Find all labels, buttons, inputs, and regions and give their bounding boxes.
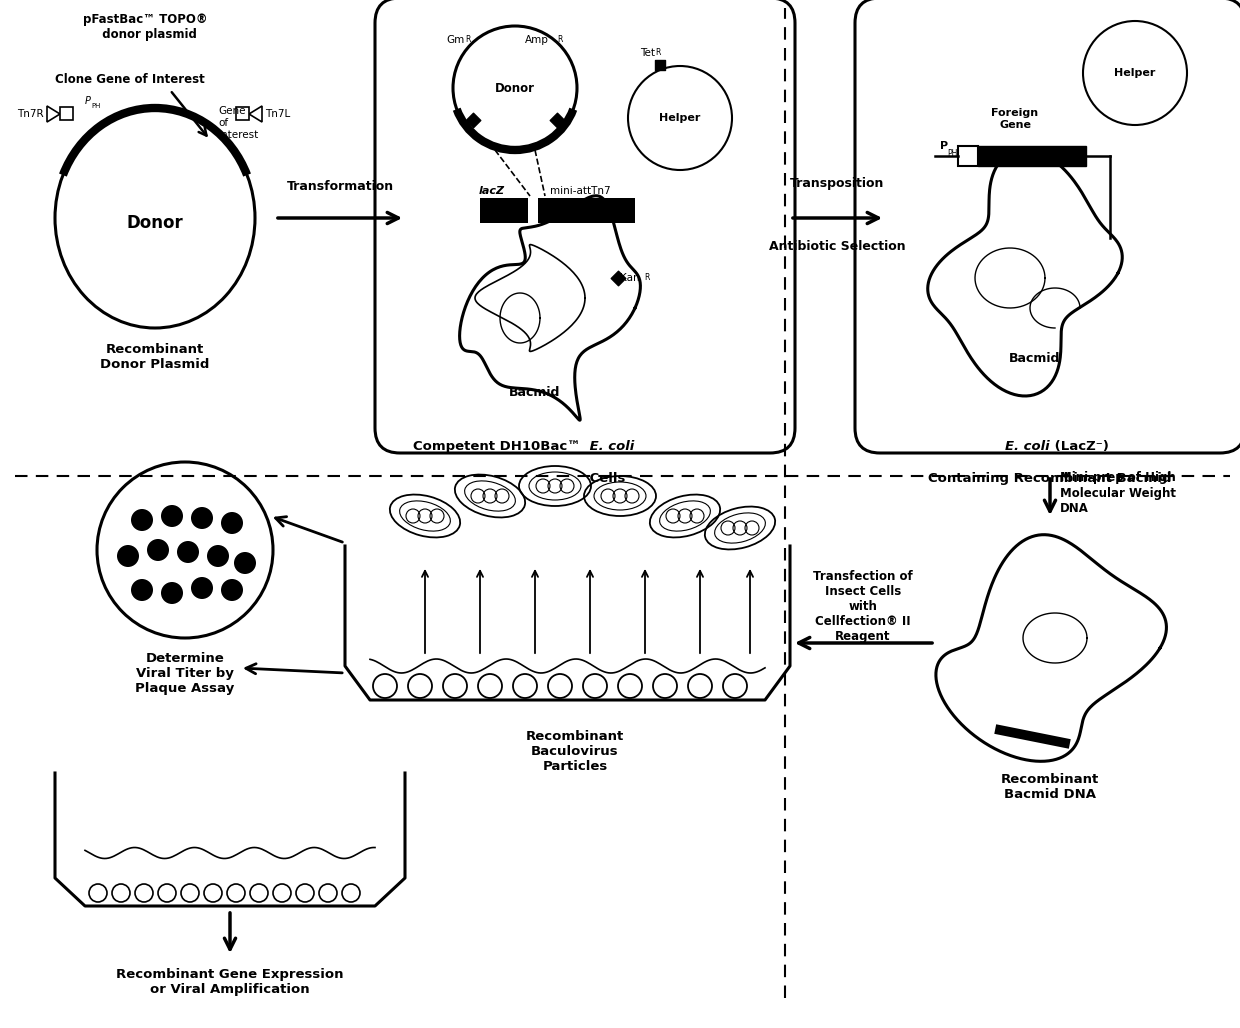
Text: Competent DH10Bac™: Competent DH10Bac™ xyxy=(413,440,585,453)
Circle shape xyxy=(131,509,153,531)
Circle shape xyxy=(191,507,213,529)
Circle shape xyxy=(221,512,243,534)
Text: Helper: Helper xyxy=(660,113,701,123)
Text: Clone Gene of Interest: Clone Gene of Interest xyxy=(55,73,205,86)
Bar xyxy=(959,146,978,166)
FancyBboxPatch shape xyxy=(856,0,1240,453)
Text: Kan: Kan xyxy=(620,273,640,283)
Bar xyxy=(60,107,73,120)
Text: P: P xyxy=(940,141,949,151)
Circle shape xyxy=(131,579,153,601)
Text: Tet: Tet xyxy=(640,48,655,58)
Point xyxy=(463,112,482,128)
Circle shape xyxy=(161,582,184,604)
Text: Transposition: Transposition xyxy=(790,177,884,190)
Text: R: R xyxy=(465,35,470,44)
Text: Transfection of
Insect Cells
with
Cellfection® II
Reagent: Transfection of Insect Cells with Cellfe… xyxy=(813,570,913,642)
Text: Mini-prep of High
Molecular Weight
DNA: Mini-prep of High Molecular Weight DNA xyxy=(1060,472,1176,514)
Bar xyxy=(480,198,635,223)
Bar xyxy=(528,198,538,223)
Text: R: R xyxy=(655,48,661,57)
Text: Helper: Helper xyxy=(1115,68,1156,78)
Text: Antibiotic Selection: Antibiotic Selection xyxy=(769,240,905,253)
Text: Donor: Donor xyxy=(495,81,534,95)
Text: Bacmid: Bacmid xyxy=(510,387,560,400)
Text: R: R xyxy=(557,35,563,44)
Circle shape xyxy=(234,552,255,574)
Circle shape xyxy=(148,539,169,561)
Text: Cells: Cells xyxy=(585,472,625,485)
Text: E. coli: E. coli xyxy=(1006,440,1050,453)
Point xyxy=(608,269,627,286)
Text: E. coli: E. coli xyxy=(585,440,634,453)
Text: mini-attTn7: mini-attTn7 xyxy=(551,186,610,196)
Bar xyxy=(236,107,249,120)
Bar xyxy=(978,146,1086,166)
Circle shape xyxy=(177,541,198,563)
Point xyxy=(650,57,670,73)
Text: lacZ: lacZ xyxy=(479,186,505,196)
Text: Gm: Gm xyxy=(446,35,465,45)
Text: Determine
Viral Titer by
Plaque Assay: Determine Viral Titer by Plaque Assay xyxy=(135,652,234,695)
Circle shape xyxy=(207,545,229,567)
Text: P: P xyxy=(86,96,91,106)
Text: Tn7R: Tn7R xyxy=(17,109,43,119)
Text: Recombinant Gene Expression
or Viral Amplification: Recombinant Gene Expression or Viral Amp… xyxy=(117,968,343,996)
Text: (LacZ⁻): (LacZ⁻) xyxy=(1050,440,1109,453)
Text: PH: PH xyxy=(947,149,957,158)
Circle shape xyxy=(191,577,213,599)
Text: PH: PH xyxy=(91,103,100,109)
FancyBboxPatch shape xyxy=(374,0,795,453)
Text: Recombinant
Donor Plasmid: Recombinant Donor Plasmid xyxy=(100,343,210,371)
Text: Gene
of
Interest: Gene of Interest xyxy=(218,107,258,140)
Text: R: R xyxy=(644,273,650,282)
Text: Transformation: Transformation xyxy=(286,180,393,193)
Text: Amp: Amp xyxy=(525,35,549,45)
Text: pFastBac™ TOPO®
  donor plasmid: pFastBac™ TOPO® donor plasmid xyxy=(83,13,207,41)
Text: Foreign
Gene: Foreign Gene xyxy=(992,108,1039,130)
Circle shape xyxy=(221,579,243,601)
Point xyxy=(547,112,567,128)
Text: Donor: Donor xyxy=(126,214,184,232)
Text: Tn7L: Tn7L xyxy=(265,109,290,119)
Circle shape xyxy=(117,545,139,567)
Text: Bacmid: Bacmid xyxy=(1009,352,1060,365)
Text: Containing Recombinant Bacmid: Containing Recombinant Bacmid xyxy=(929,472,1172,485)
Text: Recombinant
Baculovirus
Particles: Recombinant Baculovirus Particles xyxy=(526,730,624,773)
Text: Recombinant
Bacmid DNA: Recombinant Bacmid DNA xyxy=(1001,773,1099,801)
Circle shape xyxy=(161,505,184,527)
